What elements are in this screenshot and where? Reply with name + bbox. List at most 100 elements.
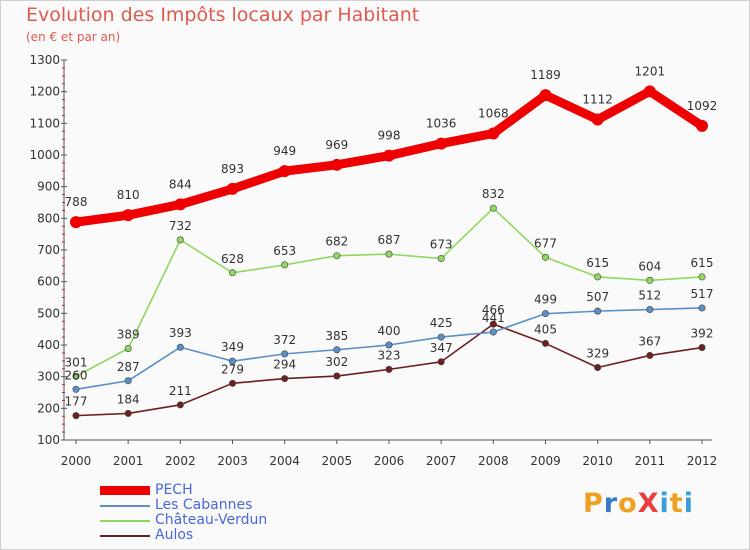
data-point-les-cabannes	[124, 377, 132, 385]
data-point-pech	[591, 113, 604, 126]
legend: PECH Les Cabannes Château-Verdun Aulos	[100, 482, 400, 543]
data-point-aulos	[72, 412, 80, 420]
data-label-chateau-verdun: 677	[534, 236, 557, 250]
y-tick-label: 100	[37, 433, 60, 447]
x-tick-label: 2007	[426, 454, 457, 468]
data-label-chateau-verdun: 615	[586, 256, 609, 270]
data-label-aulos: 184	[117, 392, 140, 406]
data-label-chateau-verdun: 687	[378, 233, 401, 247]
x-tick-label: 2004	[269, 454, 300, 468]
logo-letter: i	[683, 488, 694, 519]
data-label-chateau-verdun: 673	[430, 238, 453, 252]
data-point-chateau-verdun	[541, 253, 549, 261]
y-tick-label: 500	[37, 306, 60, 320]
x-tick-label: 2003	[217, 454, 248, 468]
legend-item-pech: PECH	[100, 482, 400, 498]
data-label-chateau-verdun: 628	[221, 252, 244, 266]
data-label-les-cabannes: 507	[586, 290, 609, 304]
data-label-aulos: 177	[65, 395, 88, 409]
data-point-les-cabannes	[646, 306, 654, 314]
data-label-aulos: 323	[378, 348, 401, 362]
logo-letter: r	[603, 488, 619, 519]
logo-letter: i	[659, 488, 670, 519]
data-label-aulos: 405	[534, 322, 557, 336]
legend-label-pech: PECH	[155, 482, 193, 498]
legend-label-les-cabannes: Les Cabannes	[155, 497, 253, 513]
data-point-chateau-verdun	[281, 261, 289, 269]
x-tick-label: 2008	[478, 454, 509, 468]
data-point-chateau-verdun	[698, 273, 706, 281]
data-label-aulos: 466	[482, 303, 505, 317]
data-point-pech	[435, 137, 448, 150]
data-label-les-cabannes: 441	[482, 311, 505, 325]
y-tick-label: 300	[37, 370, 60, 384]
data-point-pech	[383, 149, 395, 162]
data-label-les-cabannes: 385	[325, 329, 348, 343]
data-label-aulos: 392	[691, 327, 714, 341]
y-tick-label: 1300	[29, 53, 60, 67]
data-label-pech: 1201	[635, 64, 666, 78]
data-label-pech: 1036	[426, 117, 457, 131]
data-label-pech: 1092	[687, 99, 718, 113]
data-label-aulos: 211	[169, 384, 192, 398]
data-point-pech	[226, 182, 239, 195]
data-point-pech	[70, 216, 82, 229]
data-point-chateau-verdun	[594, 273, 602, 281]
legend-item-les-cabannes: Les Cabannes	[100, 497, 400, 513]
data-point-aulos	[541, 339, 549, 347]
x-tick-label: 2001	[113, 454, 144, 468]
data-label-pech: 998	[378, 129, 401, 143]
data-label-les-cabannes: 512	[638, 289, 661, 303]
data-point-les-cabannes	[281, 350, 289, 358]
logo-letter: o	[618, 488, 638, 519]
data-label-pech: 844	[169, 177, 192, 191]
data-point-aulos	[646, 351, 654, 359]
data-label-chateau-verdun: 682	[325, 235, 348, 249]
data-label-les-cabannes: 260	[65, 368, 88, 382]
data-point-pech	[330, 158, 343, 171]
data-point-pech	[643, 85, 656, 98]
data-point-les-cabannes	[489, 328, 497, 336]
data-label-chateau-verdun: 732	[169, 219, 192, 233]
legend-label-chateau-verdun: Château-Verdun	[155, 512, 268, 528]
chart-subtitle: (en € et par an)	[26, 30, 121, 44]
data-point-chateau-verdun	[229, 269, 237, 277]
data-point-pech	[539, 89, 552, 102]
data-point-pech	[174, 198, 187, 211]
data-label-les-cabannes: 393	[169, 326, 192, 340]
data-label-chateau-verdun: 604	[638, 259, 661, 273]
data-point-chateau-verdun	[385, 250, 393, 258]
data-point-aulos	[333, 372, 341, 380]
data-point-pech	[122, 209, 135, 222]
data-point-aulos	[124, 409, 132, 417]
logo-letter: X	[637, 488, 660, 519]
data-point-aulos	[385, 365, 393, 373]
legend-swatch-pech	[100, 486, 150, 495]
data-point-pech	[487, 127, 500, 140]
legend-swatch-les-cabannes	[100, 505, 150, 507]
data-point-les-cabannes	[229, 357, 237, 365]
data-label-chateau-verdun: 301	[65, 355, 88, 369]
data-label-aulos: 279	[221, 362, 244, 376]
data-label-aulos: 294	[273, 358, 296, 372]
y-tick-label: 1100	[29, 116, 60, 130]
data-point-pech	[278, 165, 291, 178]
chart-title: Evolution des Impôts locaux par Habitant	[26, 4, 420, 26]
data-point-les-cabannes	[72, 385, 80, 393]
x-tick-label: 2012	[687, 454, 718, 468]
data-label-les-cabannes: 400	[378, 324, 401, 338]
y-tick-label: 1000	[29, 148, 60, 162]
data-point-les-cabannes	[541, 310, 549, 318]
legend-item-aulos: Aulos	[100, 527, 400, 543]
data-label-pech: 810	[117, 188, 140, 202]
data-point-les-cabannes	[698, 304, 706, 312]
data-label-les-cabannes: 287	[117, 360, 140, 374]
data-label-pech: 969	[325, 138, 348, 152]
x-tick-label: 2002	[165, 454, 196, 468]
legend-swatch-aulos	[100, 535, 150, 537]
x-tick-label: 2000	[61, 454, 92, 468]
data-point-chateau-verdun	[489, 204, 497, 212]
data-label-pech: 1068	[478, 106, 509, 120]
data-label-chateau-verdun: 653	[273, 244, 296, 258]
